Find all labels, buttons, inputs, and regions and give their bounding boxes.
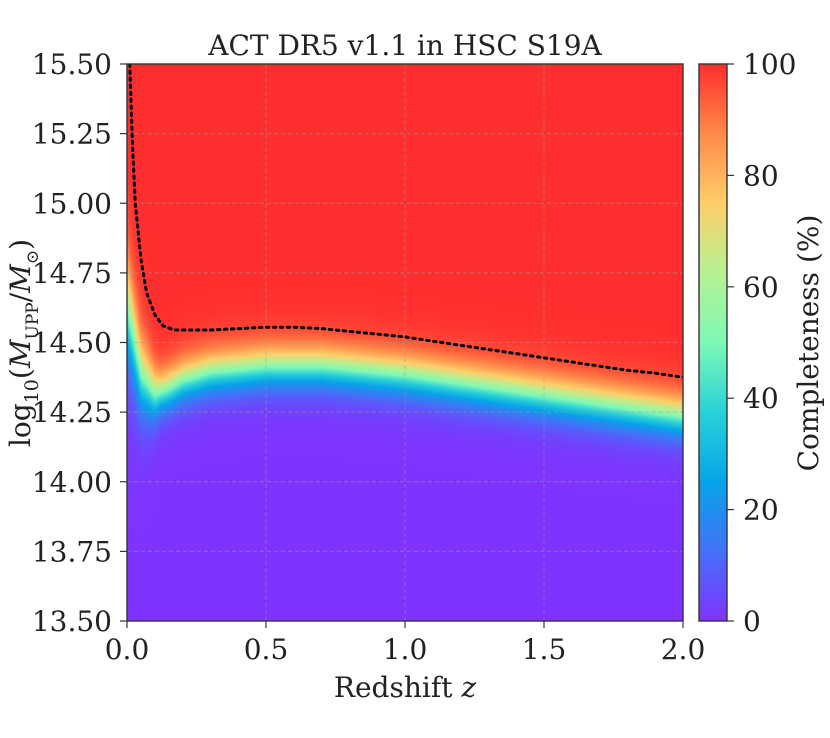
y-axis-label: log10(MUPP/M⊙): [4, 239, 43, 447]
colorbar-tick-label: 60: [743, 271, 779, 304]
y-axis: 13.50 13.75 14.00 14.25 14.50 14.75 15.00 15.25…: [32, 48, 127, 638]
y-tick-label: 13.50: [32, 605, 112, 638]
x-tick-label: 0.0: [105, 633, 150, 666]
colorbar-label: Completeness (%): [792, 215, 825, 472]
colorbar-axis: 0 20 40 60 80 100: [727, 48, 796, 638]
x-axis-label-word: Redshift: [334, 671, 461, 704]
y-tick-label: 14.25: [32, 396, 112, 429]
colorbar-tick-label: 100: [743, 48, 796, 81]
x-tick-label: 0.5: [244, 633, 289, 666]
colorbar-tick-label: 0: [743, 605, 761, 638]
x-tick-label: 2.0: [661, 633, 706, 666]
y-tick-label: 14.50: [32, 327, 112, 360]
y-tick-label: 15.00: [32, 187, 112, 220]
x-tick-label: 1.5: [522, 633, 567, 666]
y-tick-label: 15.50: [32, 48, 112, 81]
x-axis: 0.0 0.5 1.0 1.5 2.0: [105, 621, 706, 666]
completeness-90-curve: [128, 64, 683, 379]
y-tick-label: 13.75: [32, 535, 112, 568]
y-tick-label: 15.25: [32, 118, 112, 151]
colorbar-tick-label: 40: [743, 382, 779, 415]
x-tick-label: 1.0: [383, 633, 428, 666]
chart-title: ACT DR5 v1.1 in HSC S19A: [207, 29, 602, 62]
y-tick-label: 14.75: [32, 257, 112, 290]
x-axis-label-symbol: z: [460, 671, 476, 704]
grid: [127, 64, 683, 621]
colorbar-tick-label: 80: [743, 159, 779, 192]
colorbar: [698, 63, 728, 622]
y-tick-label: 14.00: [32, 466, 112, 499]
colorbar-tick-label: 20: [743, 494, 779, 527]
x-axis-label: Redshift z: [334, 671, 476, 704]
